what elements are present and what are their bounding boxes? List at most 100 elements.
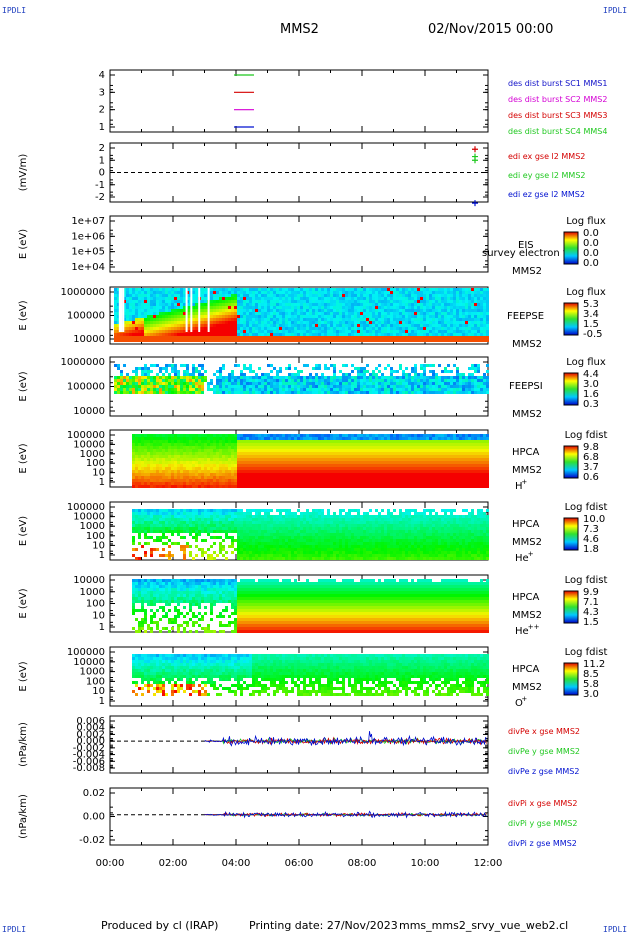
feepse-ytick-label: 10000 [73, 334, 105, 345]
hpca_hepp-ytick-label: 1000 [80, 587, 105, 598]
burst-ytick-label: 1 [99, 122, 105, 133]
hpca_hepp-cbar-tick: 9.9 [583, 587, 599, 598]
feepse-data-gap [120, 288, 123, 332]
hpca_h-cbar-tick: 3.7 [583, 462, 599, 473]
hpca_hepp-cbar-tick: 1.5 [583, 617, 599, 628]
edi-legend-item: edi ez gse l2 MMS2 [508, 190, 585, 199]
divpe-frame [109, 715, 489, 774]
feepsi-ytick-label: 1000000 [60, 357, 105, 368]
edi-ylabel: (mV/m) [18, 154, 29, 192]
time-tick-label: 04:00 [222, 858, 251, 869]
hpca_he-ytick-label: 100 [86, 531, 105, 542]
hpca_he-species-label: He [515, 553, 529, 564]
feepsi-instrument-label: FEEPSI [509, 381, 543, 392]
feepse-cbar-tick: 3.4 [583, 309, 599, 320]
feepsi-cbar-tick: 1.6 [583, 389, 599, 400]
divpi-ytick-label: 0.02 [83, 788, 105, 799]
feepsi-cbar-tick: 4.4 [583, 369, 599, 380]
hpca_o-ytick-label: 100 [86, 676, 105, 687]
time-tick-label: 12:00 [474, 858, 503, 869]
hpca_o-ytick-label: 1000 [80, 667, 105, 678]
feepsi-cbar-title: Log flux [566, 357, 606, 368]
hpca_o-ytick-label: 1 [99, 696, 105, 707]
divpi-series-z [204, 810, 487, 819]
eis-ylabel: E (eV) [18, 229, 29, 259]
feepse-ytick-label: 100000 [67, 311, 105, 322]
divpe-legend-item: divPe z gse MMS2 [508, 767, 579, 776]
hpca_h-spectrogram [132, 434, 489, 488]
feepse-cbar-tick: 1.5 [583, 319, 599, 330]
corner-label-top-right: IPDLI [603, 6, 628, 15]
hpca_o-instrument-label: HPCA [512, 664, 540, 675]
time-tick-label: 00:00 [96, 858, 125, 869]
edi-point-ex [472, 146, 478, 153]
feepsi-ytick-label: 10000 [73, 406, 105, 417]
hpca_h-ytick-label: 1000 [80, 449, 105, 460]
hpca_h-ytick-label: 10000 [73, 439, 105, 450]
eis-ytick-label: 1e+06 [71, 231, 105, 242]
time-tick-label: 08:00 [348, 858, 377, 869]
edi-point-ez [472, 200, 478, 207]
divpe-ytick-label: -0.004 [73, 750, 105, 761]
hpca_h-ytick-label: 1 [99, 477, 105, 488]
hpca_he-ytick-label: 10 [92, 540, 105, 551]
hpca_o-ylabel: E (eV) [18, 661, 29, 691]
hpca_hepp-cbar-title: Log fdist [565, 575, 608, 586]
hpca_he-cbar-tick: 10.0 [583, 514, 605, 525]
divpe-ytick-label: -0.002 [73, 743, 105, 754]
time-tick-label: 10:00 [411, 858, 440, 869]
hpca_h-ylabel: E (eV) [18, 443, 29, 473]
eis-sc-label: MMS2 [512, 266, 542, 277]
eis-cbar-tick: 0.0 [583, 238, 599, 249]
feepsi-colorbar [563, 372, 579, 406]
divpe-ytick-label: 0.006 [76, 716, 105, 727]
burst-ytick-label: 2 [99, 105, 105, 116]
feepse-data-gap [122, 288, 125, 332]
feepse-cbar-title: Log flux [566, 287, 606, 298]
divpi-ylabel: (nPa/km) [18, 794, 29, 839]
divpe-ytick-label: 0.002 [76, 729, 105, 740]
edi-ytick-label: -1 [95, 180, 105, 191]
hpca_he-cbar-tick: 7.3 [583, 524, 599, 535]
hpca_hepp-ytick-label: 100 [86, 599, 105, 610]
edi-ytick-label: -2 [95, 192, 105, 203]
hpca_o-ytick-label: 100000 [67, 647, 105, 658]
eis-ytick-label: 1e+04 [71, 262, 105, 273]
time-tick-label: 02:00 [159, 858, 188, 869]
hpca_o-species-label: O [515, 698, 523, 709]
hpca_hepp-instrument-label: HPCA [512, 592, 540, 603]
divpe-ytick-label: -0.006 [73, 756, 105, 767]
hpca_h-sc-label: MMS2 [512, 465, 542, 476]
eis-frame [109, 215, 489, 273]
edi-ytick-label: 2 [99, 143, 105, 154]
hpca_h-cbar-tick: 6.8 [583, 452, 599, 463]
hpca_he-sc-label: MMS2 [512, 537, 542, 548]
hpca_hepp-ylabel: E (eV) [18, 588, 29, 618]
hpca_h-ytick-label: 10 [92, 468, 105, 479]
divpi-ytick-label: -0.02 [79, 835, 105, 846]
eis-cbar-tick: 0.0 [583, 228, 599, 239]
footer-script-name: mms_mms2_srvy_vue_web2.cl [399, 919, 569, 932]
feepsi-cbar-tick: 0.3 [583, 399, 599, 410]
eis-instrument-label: EIS [518, 240, 534, 251]
eis-ytick-label: 1e+07 [71, 216, 105, 227]
burst-legend-item: des dist burst SC1 MMS1 [508, 79, 607, 88]
feepsi-sc-label: MMS2 [512, 409, 542, 420]
hpca_he-cbar-tick: 4.6 [583, 534, 599, 545]
time-tick-label: 06:00 [285, 858, 314, 869]
eis-colorbar [563, 231, 579, 265]
hpca_o-ytick-label: 10 [92, 686, 105, 697]
hpca_he-charge-label: + [528, 550, 534, 558]
hpca_o-spectrogram [132, 654, 489, 696]
eis-cbar-tick: 0.0 [583, 258, 599, 269]
hpca_he-instrument-label: HPCA [512, 519, 540, 530]
divpe-ytick-label: 0.004 [76, 723, 105, 734]
hpca_h-cbar-tick: 0.6 [583, 472, 599, 483]
hpca_he-ylabel: E (eV) [18, 516, 29, 546]
spacecraft-title: MMS2 [280, 22, 319, 37]
hpca_he-cbar-title: Log fdist [565, 502, 608, 513]
feepse-data-gap [207, 288, 210, 332]
feepsi-cbar-tick: 3.0 [583, 379, 599, 390]
feepse-data-gap [185, 288, 188, 332]
